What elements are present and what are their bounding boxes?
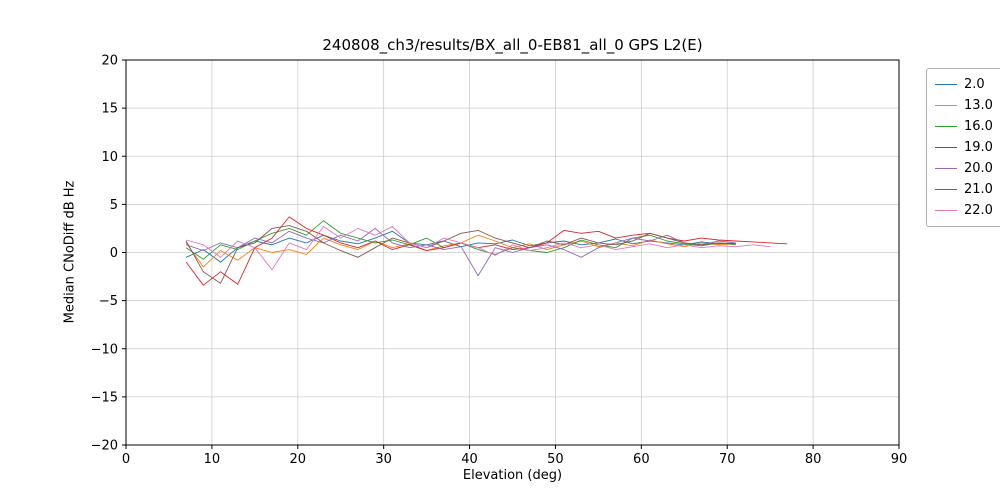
x-tick-label: 90 bbox=[891, 452, 908, 467]
legend-item: 20.0 bbox=[935, 160, 993, 177]
y-tick-label: 15 bbox=[101, 102, 118, 117]
x-tick-label: 70 bbox=[719, 452, 736, 467]
y-tick-label: −10 bbox=[91, 342, 118, 357]
x-tick-label: 10 bbox=[204, 452, 221, 467]
legend-line-swatch bbox=[935, 168, 957, 169]
legend-line-swatch bbox=[935, 147, 957, 148]
x-tick-label: 60 bbox=[633, 452, 650, 467]
y-tick-label: 20 bbox=[101, 54, 118, 69]
x-axis-label: Elevation (deg) bbox=[462, 468, 563, 483]
series-line-21.0 bbox=[185, 225, 736, 284]
legend-item: 2.0 bbox=[935, 76, 993, 93]
x-tick-label: 30 bbox=[375, 452, 392, 467]
legend-line-swatch bbox=[935, 126, 957, 127]
x-tick-label: 20 bbox=[290, 452, 307, 467]
legend-item: 16.0 bbox=[935, 118, 993, 135]
legend-item: 22.0 bbox=[935, 202, 993, 219]
legend-line-swatch bbox=[935, 84, 957, 85]
x-tick-label: 0 bbox=[122, 452, 130, 467]
series-lines bbox=[185, 216, 788, 286]
tick-marks: 0 10 20 30 40 50 60 70 80 90 −20 −15 −10 −5 0 5 10 15 20 bbox=[91, 54, 908, 468]
legend-label: 20.0 bbox=[964, 161, 993, 176]
legend: 2.0 13.0 16.0 19.0 20.0 21.0 22.0 bbox=[926, 68, 1000, 227]
series-line-19.0 bbox=[185, 216, 788, 286]
legend-label: 13.0 bbox=[964, 98, 993, 113]
legend-label: 22.0 bbox=[964, 203, 993, 218]
legend-line-swatch bbox=[935, 189, 957, 190]
legend-item: 21.0 bbox=[935, 181, 993, 198]
legend-item: 13.0 bbox=[935, 97, 993, 114]
legend-label: 16.0 bbox=[964, 119, 993, 134]
legend-label: 21.0 bbox=[964, 182, 993, 197]
x-tick-label: 40 bbox=[461, 452, 478, 467]
y-tick-label: −5 bbox=[99, 294, 118, 309]
y-tick-label: 5 bbox=[110, 198, 118, 213]
legend-label: 19.0 bbox=[964, 140, 993, 155]
x-tick-label: 50 bbox=[547, 452, 564, 467]
legend-item: 19.0 bbox=[935, 139, 993, 156]
series-line-22.0 bbox=[185, 226, 771, 271]
chart-title: 240808_ch3/results/BX_all_0-EB81_all_0 G… bbox=[322, 36, 703, 54]
y-tick-label: 10 bbox=[101, 150, 118, 165]
y-tick-label: 0 bbox=[110, 246, 118, 261]
legend-line-swatch bbox=[935, 105, 957, 106]
x-tick-label: 80 bbox=[805, 452, 822, 467]
legend-label: 2.0 bbox=[964, 77, 985, 92]
y-tick-label: −20 bbox=[91, 439, 118, 454]
y-tick-label: −15 bbox=[91, 390, 118, 405]
legend-line-swatch bbox=[935, 210, 957, 211]
series-line-20.0 bbox=[185, 227, 736, 277]
